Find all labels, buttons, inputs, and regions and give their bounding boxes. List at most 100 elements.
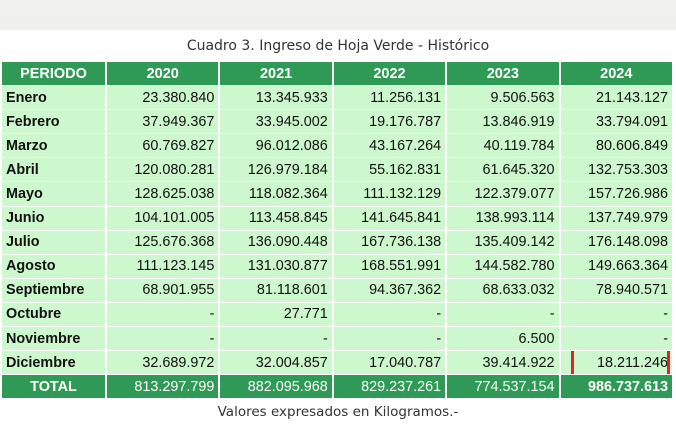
- table-cell: 120.080.281: [107, 158, 221, 183]
- table-cell: 157.726.986: [560, 182, 674, 207]
- table-row: Septiembre 68.901.955 81.118.601 94.367.…: [2, 278, 674, 303]
- table-cell: 168.551.991: [333, 254, 448, 279]
- header-periodo: PERIODO: [2, 62, 107, 87]
- table-row: Junio 104.101.005 113.458.845 141.645.84…: [2, 206, 674, 231]
- total-cell: 829.237.261: [333, 375, 448, 400]
- table-cell: 135.409.142: [447, 230, 561, 255]
- row-label: Agosto: [2, 254, 107, 279]
- table-cell: 137.749.979: [560, 206, 674, 231]
- row-label: Diciembre: [2, 351, 107, 376]
- table-cell: 104.101.005: [107, 206, 221, 231]
- table-cell: 55.162.831: [333, 158, 448, 183]
- table-cell: -: [560, 327, 674, 352]
- table-cell: 9.506.563: [447, 86, 561, 111]
- table-cell: 17.040.787: [333, 351, 448, 376]
- table-cell: 33.794.091: [560, 110, 674, 135]
- table-row: Diciembre 32.689.972 32.004.857 17.040.7…: [2, 351, 674, 376]
- row-label: Junio: [2, 206, 107, 231]
- table-cell: 125.676.368: [107, 230, 221, 255]
- total-cell: 774.537.154: [447, 375, 561, 400]
- table-cell: 113.458.845: [220, 206, 334, 231]
- table-cell: 136.090.448: [220, 230, 334, 255]
- table-row: Mayo 128.625.038 118.082.364 111.132.129…: [2, 182, 674, 207]
- table-cell: 21.143.127: [560, 86, 674, 111]
- table-cell: -: [220, 327, 334, 352]
- table-row: Agosto 111.123.145 131.030.877 168.551.9…: [2, 254, 674, 279]
- table-cell: 138.993.114: [447, 206, 561, 231]
- header-year: 2022: [333, 62, 448, 87]
- units-footnote: Valores expresados en Kilogramos.-: [217, 404, 459, 420]
- table-cell: 126.979.184: [220, 158, 334, 183]
- table-cell: -: [333, 327, 448, 352]
- table-cell: 80.606.849: [560, 134, 674, 159]
- table-cell: 167.736.138: [333, 230, 448, 255]
- highlighted-cell: 18.211.246: [560, 351, 674, 376]
- total-cell: 882.095.968: [220, 375, 334, 400]
- row-label: Mayo: [2, 182, 107, 207]
- table-cell: 43.167.264: [333, 134, 448, 159]
- row-label: Noviembre: [2, 327, 107, 352]
- row-label: Abril: [2, 158, 107, 183]
- table-cell: 141.645.841: [333, 206, 448, 231]
- table-row: Abril 120.080.281 126.979.184 55.162.831…: [2, 158, 674, 183]
- table-cell: 132.753.303: [560, 158, 674, 183]
- header-year: 2023: [447, 62, 561, 87]
- table-cell: -: [560, 302, 674, 328]
- table-caption: Cuadro 3. Ingreso de Hoja Verde - Histór…: [186, 38, 490, 54]
- table-cell: 81.118.601: [220, 278, 334, 303]
- table-cell: 128.625.038: [107, 182, 221, 207]
- row-label: Octubre: [2, 302, 107, 328]
- table-cell: 94.367.362: [333, 278, 448, 303]
- row-label: Septiembre: [2, 278, 107, 303]
- table-cell: -: [107, 327, 221, 352]
- table-cell: 32.004.857: [220, 351, 334, 376]
- table-cell: 27.771: [220, 302, 334, 328]
- table-cell: 11.256.131: [333, 86, 448, 111]
- row-label: Enero: [2, 86, 107, 111]
- total-label: TOTAL: [2, 375, 107, 400]
- total-cell: 813.297.799: [107, 375, 221, 400]
- table-row: Enero 23.380.840 13.345.933 11.256.131 9…: [2, 86, 674, 111]
- table-row: Noviembre - - - 6.500 -: [2, 327, 674, 352]
- table-cell: 33.945.002: [220, 110, 334, 135]
- table-cell: 19.176.787: [333, 110, 448, 135]
- table-cell: 96.012.086: [220, 134, 334, 159]
- table-cell: 118.082.364: [220, 182, 334, 207]
- table-cell: 60.769.827: [107, 134, 221, 159]
- table-cell: 78.940.571: [560, 278, 674, 303]
- data-table: PERIODO 2020 2021 2022 2023 2024 Enero 2…: [2, 62, 674, 400]
- table-cell: -: [447, 302, 561, 328]
- table-cell: 144.582.780: [447, 254, 561, 279]
- table-cell: 32.689.972: [107, 351, 221, 376]
- header-row: PERIODO 2020 2021 2022 2023 2024: [2, 62, 674, 87]
- table-cell: 176.148.098: [560, 230, 674, 255]
- table-cell: 122.379.077: [447, 182, 561, 207]
- header-year: 2021: [220, 62, 334, 87]
- table-row: Octubre - 27.771 - - -: [2, 302, 674, 328]
- total-row: TOTAL 813.297.799 882.095.968 829.237.26…: [2, 375, 674, 400]
- table-cell: 111.123.145: [107, 254, 221, 279]
- table-cell: -: [107, 302, 221, 328]
- table-cell: 40.119.784: [447, 134, 561, 159]
- row-label: Marzo: [2, 134, 107, 159]
- table-row: Julio 125.676.368 136.090.448 167.736.13…: [2, 230, 674, 255]
- table-cell: 131.030.877: [220, 254, 334, 279]
- header-year: 2024: [560, 62, 674, 87]
- table-cell: 68.633.032: [447, 278, 561, 303]
- table-cell: 6.500: [447, 327, 561, 352]
- row-label: Julio: [2, 230, 107, 255]
- table-cell: 23.380.840: [107, 86, 221, 111]
- table-cell: -: [333, 302, 448, 328]
- table-cell: 111.132.129: [333, 182, 448, 207]
- table-cell: 68.901.955: [107, 278, 221, 303]
- table-row: Marzo 60.769.827 96.012.086 43.167.264 4…: [2, 134, 674, 159]
- table-cell: 13.846.919: [447, 110, 561, 135]
- table-cell: 13.345.933: [220, 86, 334, 111]
- total-cell: 986.737.613: [560, 375, 674, 400]
- header-year: 2020: [107, 62, 221, 87]
- table-row: Febrero 37.949.367 33.945.002 19.176.787…: [2, 110, 674, 135]
- table-cell: 37.949.367: [107, 110, 221, 135]
- row-label: Febrero: [2, 110, 107, 135]
- table-cell: 39.414.922: [447, 351, 561, 376]
- table-cell: 149.663.364: [560, 254, 674, 279]
